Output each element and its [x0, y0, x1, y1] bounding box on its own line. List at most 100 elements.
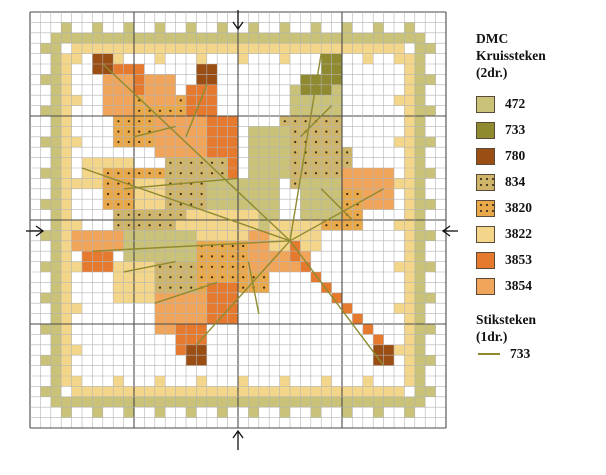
stitch-symbol [314, 140, 318, 144]
stitch-cell [425, 230, 436, 241]
stitch-cell [404, 261, 415, 272]
stitch-symbol [106, 182, 110, 185]
stitch-cell [331, 292, 342, 304]
stitch-symbol [106, 172, 110, 175]
stitch-cell [71, 240, 82, 252]
stitch-cell [144, 43, 155, 54]
stitch-cell [269, 199, 280, 210]
legend-item: 3853 [476, 247, 604, 273]
color-swatch [476, 173, 495, 191]
stitch-cell [352, 178, 363, 189]
stitch-cell [165, 136, 176, 148]
stitch-cell [217, 147, 228, 158]
stitch-cell [238, 53, 249, 64]
stitch-cell [40, 199, 51, 210]
stitch-cell [352, 43, 363, 54]
stitch-cell [425, 355, 436, 366]
stitch-cell [196, 324, 207, 335]
backstitch-vein [133, 125, 176, 138]
stitch-cell [134, 261, 145, 272]
stitch-cell [154, 292, 166, 304]
stitch-cell [383, 43, 394, 54]
stitch-cell [279, 386, 290, 397]
stitch-symbol [158, 265, 162, 268]
stitch-cell [154, 407, 166, 418]
stitch-cell [404, 64, 415, 75]
stitch-symbol [158, 224, 162, 227]
stitch-cell [238, 209, 249, 220]
stitch-cell [414, 240, 426, 252]
stitch-cell [71, 376, 82, 387]
stitch-cell [61, 95, 72, 106]
stitch-cell [102, 157, 114, 168]
stitch-cell [258, 396, 270, 408]
stitch-cell [123, 22, 134, 33]
stitch-cell [290, 220, 301, 231]
stitch-cell [217, 220, 228, 231]
stitch-cell [196, 292, 207, 304]
stitch-cell [123, 84, 134, 96]
stitch-cell [279, 157, 290, 168]
stitch-cell [61, 136, 72, 148]
stitch-cell [362, 53, 374, 64]
stitch-cell [92, 407, 103, 418]
stitch-cell [175, 116, 186, 127]
stitch-cell [196, 230, 207, 241]
stitch-cell [144, 188, 155, 200]
stitch-cell [61, 407, 72, 418]
stitch-symbol [200, 182, 203, 185]
stitch-cell [113, 95, 124, 106]
stitch-cell [227, 386, 238, 397]
stitch-cell [404, 147, 415, 158]
stitch-cell [50, 199, 62, 210]
stitch-cell [321, 95, 332, 106]
stitch-cell [373, 334, 384, 345]
stitch-cell [154, 376, 166, 387]
stitch-cell [61, 147, 72, 158]
stitch-cell [165, 230, 176, 241]
stitch-cell [82, 386, 93, 397]
stitch-symbol [117, 192, 120, 196]
stitch-cell [248, 32, 259, 44]
stitch-symbol [148, 213, 151, 216]
stitch-cell [206, 303, 218, 314]
stitch-cell [331, 84, 342, 96]
stitch-cell [113, 292, 124, 304]
stitch-cell [414, 199, 426, 210]
stitch-cell [352, 32, 363, 44]
stitch-cell [227, 157, 238, 168]
backstitch-title: Stiksteken (1dr.) [476, 312, 537, 344]
stitch-cell [61, 116, 72, 127]
stitch-cell [321, 199, 332, 210]
stitch-cell [144, 292, 155, 304]
stitch-symbol [335, 224, 338, 227]
stitch-cell [82, 396, 93, 408]
stitch-cell [269, 261, 280, 272]
stitch-cell [113, 376, 124, 387]
stitch-symbol [325, 120, 328, 123]
stitch-cell [321, 282, 332, 293]
stitch-cell [248, 188, 259, 200]
stitch-cell [134, 240, 145, 252]
stitch-symbol [325, 161, 328, 164]
stitch-cell [61, 74, 72, 85]
stitch-cell [394, 53, 405, 64]
center-arrow-left [26, 225, 45, 237]
stitch-cell [61, 22, 72, 33]
stitch-symbol [127, 224, 130, 227]
stitch-cell [206, 116, 218, 127]
stitch-cell [300, 240, 311, 252]
stitch-symbol [179, 203, 182, 206]
stitch-cell [134, 199, 145, 210]
stitch-cell [321, 386, 332, 397]
stitch-cell [196, 220, 207, 231]
stitch-cell [238, 376, 249, 387]
stitch-cell [102, 74, 114, 85]
stitch-cell [362, 386, 374, 397]
stitch-cell [425, 168, 436, 179]
stitch-cell [217, 230, 228, 241]
floss-code: 780 [505, 148, 526, 163]
stitch-cell [310, 74, 322, 85]
stitch-cell [269, 126, 280, 137]
backstitch-vein [81, 167, 291, 242]
